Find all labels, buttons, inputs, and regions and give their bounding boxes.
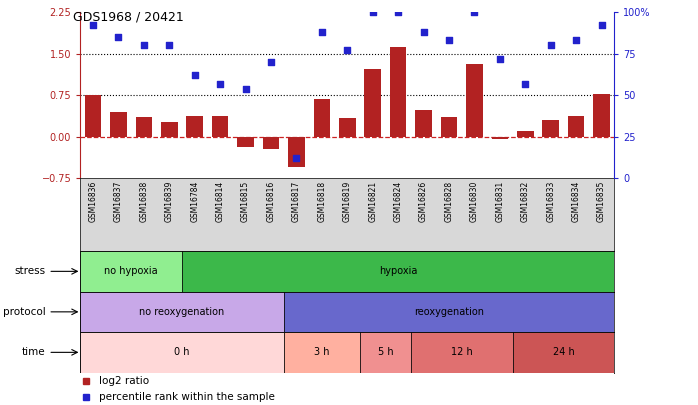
Text: no reoxygenation: no reoxygenation: [140, 307, 225, 317]
Text: GSM16816: GSM16816: [267, 180, 276, 222]
Text: time: time: [22, 347, 45, 357]
Bar: [262, 137, 279, 149]
Text: GSM16817: GSM16817: [292, 180, 301, 222]
Bar: [237, 137, 254, 147]
Text: log2 ratio: log2 ratio: [99, 376, 149, 386]
Text: GSM16814: GSM16814: [216, 180, 225, 222]
Bar: [161, 122, 177, 137]
Point: [214, 80, 225, 87]
Point: [265, 59, 276, 65]
Bar: [390, 47, 406, 137]
Text: reoxygenation: reoxygenation: [414, 307, 484, 317]
Point: [291, 155, 302, 162]
Bar: [182, 251, 614, 292]
Bar: [84, 95, 101, 137]
Text: 12 h: 12 h: [451, 347, 473, 357]
Bar: [415, 110, 432, 137]
Text: 24 h: 24 h: [553, 347, 574, 357]
Point: [189, 72, 200, 79]
Point: [494, 55, 505, 62]
Text: GSM16837: GSM16837: [114, 180, 123, 222]
Point: [392, 9, 403, 15]
Point: [469, 9, 480, 15]
Bar: [80, 292, 283, 332]
Text: GSM16824: GSM16824: [394, 180, 403, 222]
Bar: [186, 116, 203, 137]
Bar: [339, 118, 355, 137]
Text: GSM16815: GSM16815: [241, 180, 250, 222]
Bar: [517, 131, 533, 137]
Text: no hypoxia: no hypoxia: [104, 266, 158, 276]
Point: [367, 9, 378, 15]
Text: GSM16830: GSM16830: [470, 180, 479, 222]
Text: GSM16828: GSM16828: [445, 180, 454, 222]
Point: [240, 85, 251, 92]
Text: GSM16836: GSM16836: [89, 180, 98, 222]
Bar: [283, 292, 614, 332]
Text: 0 h: 0 h: [174, 347, 190, 357]
Text: percentile rank within the sample: percentile rank within the sample: [99, 392, 275, 402]
Text: stress: stress: [15, 266, 45, 276]
Text: GSM16832: GSM16832: [521, 180, 530, 222]
Bar: [80, 332, 283, 373]
Text: GSM16818: GSM16818: [318, 180, 327, 222]
Bar: [542, 120, 559, 137]
Point: [570, 37, 581, 44]
Bar: [466, 64, 482, 137]
Text: GSM16784: GSM16784: [190, 180, 199, 222]
Point: [596, 22, 607, 29]
Text: GSM16838: GSM16838: [140, 180, 149, 222]
Text: GSM16821: GSM16821: [368, 180, 377, 222]
Point: [443, 37, 454, 44]
Bar: [491, 137, 508, 139]
Bar: [288, 137, 304, 167]
Bar: [440, 117, 457, 137]
Bar: [313, 99, 330, 137]
Text: GDS1968 / 20421: GDS1968 / 20421: [73, 10, 184, 23]
Bar: [568, 116, 584, 137]
Bar: [283, 332, 360, 373]
Text: GSM16834: GSM16834: [572, 180, 581, 222]
Point: [113, 34, 124, 40]
Text: GSM16833: GSM16833: [546, 180, 555, 222]
Bar: [411, 332, 512, 373]
Bar: [360, 332, 411, 373]
Point: [87, 22, 98, 29]
Point: [342, 47, 352, 53]
Text: hypoxia: hypoxia: [379, 266, 417, 276]
Text: protocol: protocol: [3, 307, 45, 317]
Bar: [80, 251, 182, 292]
Text: GSM16831: GSM16831: [496, 180, 505, 222]
Text: 5 h: 5 h: [378, 347, 393, 357]
Text: GSM16819: GSM16819: [343, 180, 352, 222]
Point: [545, 42, 556, 49]
Bar: [212, 116, 228, 137]
Bar: [593, 94, 610, 137]
Point: [418, 29, 429, 35]
Text: GSM16835: GSM16835: [597, 180, 606, 222]
Text: GSM16826: GSM16826: [419, 180, 428, 222]
Point: [519, 80, 530, 87]
Text: GSM16839: GSM16839: [165, 180, 174, 222]
Point: [163, 42, 174, 49]
Bar: [135, 117, 152, 137]
Bar: [364, 69, 381, 137]
Point: [138, 42, 149, 49]
Bar: [512, 332, 614, 373]
Text: 3 h: 3 h: [314, 347, 329, 357]
Bar: [110, 112, 126, 137]
Point: [316, 29, 327, 35]
